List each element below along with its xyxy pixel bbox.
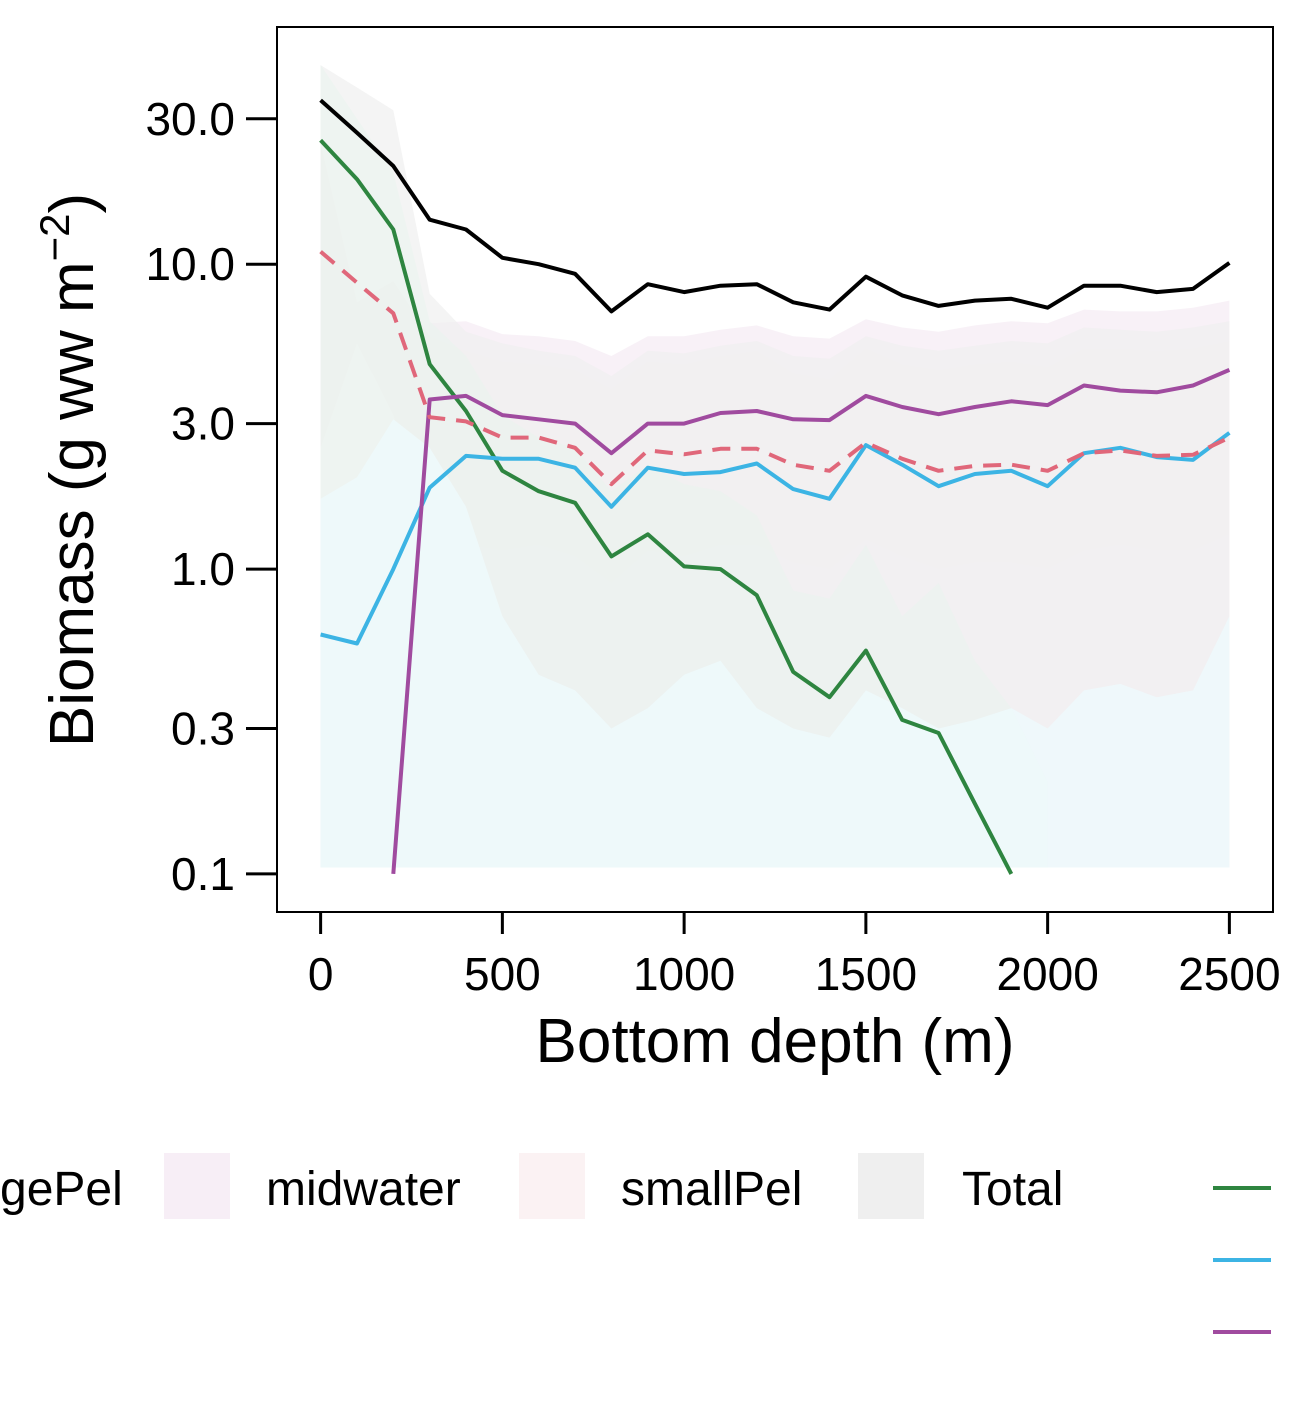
y-tick-label: 3.0 (171, 398, 235, 450)
band-unnamed-4 (320, 419, 1230, 868)
legend-key-smallPel (519, 1153, 585, 1219)
legend-label-smallPel: smallPel (621, 1163, 802, 1216)
series-lines (319, 98, 1231, 875)
y-tick-label: 1.0 (171, 543, 235, 595)
legend-label-Total: Total (962, 1163, 1063, 1216)
series-line-1 (319, 138, 1014, 875)
y-tick-label: 10.0 (145, 238, 235, 290)
series-line-0 (319, 98, 1231, 314)
series-line-3 (391, 368, 1231, 875)
x-tick-label: 0 (308, 948, 334, 1000)
plot-frame (276, 26, 1274, 913)
legend-label-gePel: gePel (0, 1163, 123, 1216)
y-axis-label-close: ) (38, 193, 107, 214)
legend-key-Total (858, 1153, 924, 1219)
y-tick-label: 0.3 (171, 702, 235, 754)
legend-key-midwater (164, 1153, 230, 1219)
series-line-2 (320, 431, 1231, 646)
x-tick-label: 2000 (996, 948, 1098, 1000)
x-axis-label: Bottom depth (m) (536, 1007, 1015, 1076)
y-axis-label: Biomass (g ww m−2) (31, 193, 107, 747)
x-axis: 0 500 1000 1500 2000 2500 (308, 912, 1281, 1000)
y-axis-label-exponent: −2 (31, 214, 78, 262)
y-axis: 0.1 0.3 1.0 3.0 10.0 30.0 (145, 93, 277, 900)
x-tick-label: 2500 (1178, 948, 1280, 1000)
y-tick-label: 0.1 (171, 848, 235, 900)
x-tick-label: 1000 (633, 948, 735, 1000)
series-line-4 (319, 250, 1231, 487)
y-tick-label: 30.0 (145, 93, 235, 145)
x-tick-label: 500 (464, 948, 541, 1000)
y-axis-label-base: Biomass (g ww m (38, 261, 107, 747)
legend: gePel midwater smallPel Total (0, 1153, 1271, 1334)
legend-label-midwater: midwater (266, 1163, 461, 1216)
x-tick-label: 1500 (815, 948, 917, 1000)
